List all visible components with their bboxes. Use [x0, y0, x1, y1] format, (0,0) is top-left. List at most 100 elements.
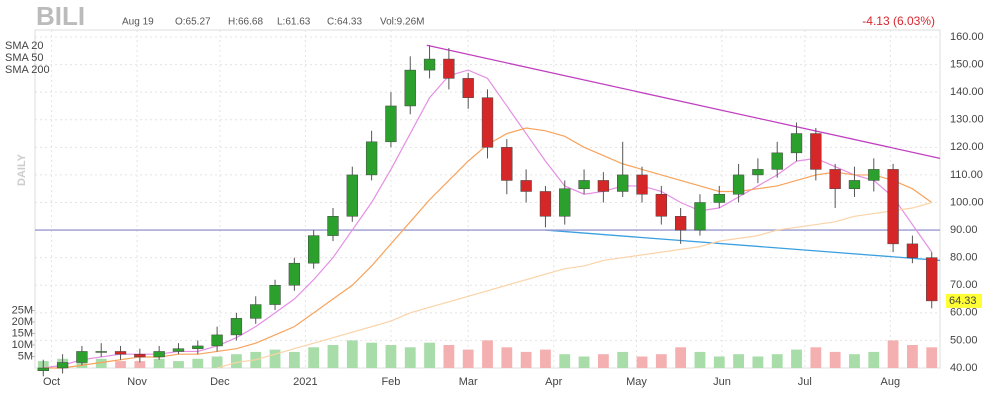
candle-body — [906, 243, 919, 258]
open: O:65.27 — [175, 17, 211, 28]
y-tick-label: 70.00 — [950, 279, 978, 291]
volume-bar — [443, 345, 455, 368]
candle-body — [752, 169, 764, 176]
volume-bar — [675, 347, 687, 368]
sma-line — [43, 127, 933, 369]
sma-line — [216, 201, 932, 369]
candle-body — [346, 174, 358, 217]
volume-bar — [327, 345, 339, 368]
volume-bar — [95, 358, 107, 368]
volume-bar — [617, 351, 629, 368]
symbol: BILI — [36, 1, 85, 31]
y-tick-label: 150.00 — [950, 58, 984, 70]
volume-tick-label: 5M — [18, 350, 33, 362]
volume-bar — [501, 347, 513, 368]
candle-body — [308, 235, 320, 264]
change: -4.13 (6.03%) — [862, 14, 935, 28]
candle-body — [37, 367, 49, 372]
high: H:66.68 — [228, 17, 263, 28]
volume-bar — [192, 358, 204, 368]
volume-bar — [346, 340, 358, 368]
x-tick-label: Mar — [459, 376, 478, 388]
candle-body — [848, 180, 861, 189]
volume-bar — [636, 356, 648, 368]
candle-body — [95, 351, 107, 353]
volume-bar — [559, 354, 571, 368]
last-price-label: 64.33 — [949, 295, 977, 307]
candle-body — [172, 348, 185, 352]
candle-body — [790, 133, 803, 154]
candle-body — [211, 334, 223, 347]
y-tick-label: 140.00 — [950, 86, 984, 98]
volume-bar — [868, 351, 880, 368]
candle-body — [926, 257, 938, 302]
candle-body — [250, 304, 262, 319]
volume-bar — [791, 349, 802, 368]
candle-body — [829, 169, 841, 189]
candle-body — [771, 152, 783, 170]
y-tick-label: 50.00 — [950, 334, 978, 346]
candle-body — [385, 105, 397, 143]
candle-body — [269, 285, 281, 305]
candle-body — [539, 191, 552, 217]
y-tick-label: 160.00 — [950, 31, 984, 43]
candle-body — [192, 345, 204, 349]
volume-bar — [153, 358, 165, 368]
volume-bar — [771, 354, 783, 368]
volume-bar — [308, 347, 320, 368]
candle-body — [617, 174, 629, 192]
candle-body — [810, 133, 822, 170]
date: Aug 19 — [122, 17, 154, 28]
volume-bar — [578, 356, 590, 368]
candle-body — [423, 58, 436, 71]
candle-body — [578, 180, 590, 189]
sma-line — [43, 69, 933, 369]
volume-bar — [926, 347, 938, 368]
volume-bar — [829, 351, 841, 368]
candle-body — [114, 351, 127, 355]
x-tick-label: Jun — [713, 376, 731, 388]
y-tick-label: 60.00 — [950, 307, 978, 319]
candle-body — [559, 188, 571, 217]
plot-frame — [34, 29, 941, 369]
volume-bar — [752, 356, 764, 368]
candle-body — [56, 362, 69, 369]
x-tick-label: Nov — [127, 376, 147, 388]
candle-body — [732, 174, 745, 195]
period: DAILY — [16, 153, 28, 186]
volume-bar — [810, 347, 822, 368]
volume-tick-label: 10M — [12, 339, 33, 351]
candle-body — [674, 216, 687, 231]
trendline — [545, 229, 941, 262]
y-tick-label: 120.00 — [950, 141, 984, 153]
y-tick-label: 110.00 — [950, 169, 983, 181]
last-price-box — [946, 293, 982, 308]
volume-bar — [173, 361, 184, 368]
candle-body — [887, 169, 899, 245]
candle-body — [694, 202, 706, 231]
candle-body — [868, 169, 880, 181]
x-tick-label: Aug — [881, 376, 901, 388]
legend-entry: SMA 50 — [5, 52, 44, 64]
candle-body — [655, 193, 667, 217]
candle-body — [365, 141, 378, 176]
candle-body — [636, 174, 648, 195]
x-tick-label: May — [626, 376, 647, 388]
x-tick-label: Feb — [381, 376, 400, 388]
candle-body — [597, 180, 610, 192]
volume-bar — [849, 354, 860, 368]
volume-bar — [134, 361, 146, 368]
volume-bar — [597, 354, 609, 368]
candle-body — [713, 193, 725, 203]
volume-bar — [231, 354, 242, 368]
volume-bar — [366, 342, 378, 368]
y-tick-label: 90.00 — [950, 224, 978, 236]
volume-bar — [115, 361, 126, 368]
volume-bar — [288, 351, 300, 368]
low: L:61.63 — [277, 17, 311, 28]
volume-bar — [733, 354, 744, 368]
volume-bar — [269, 349, 281, 368]
candle-body — [481, 97, 494, 148]
candle-body — [501, 147, 513, 181]
